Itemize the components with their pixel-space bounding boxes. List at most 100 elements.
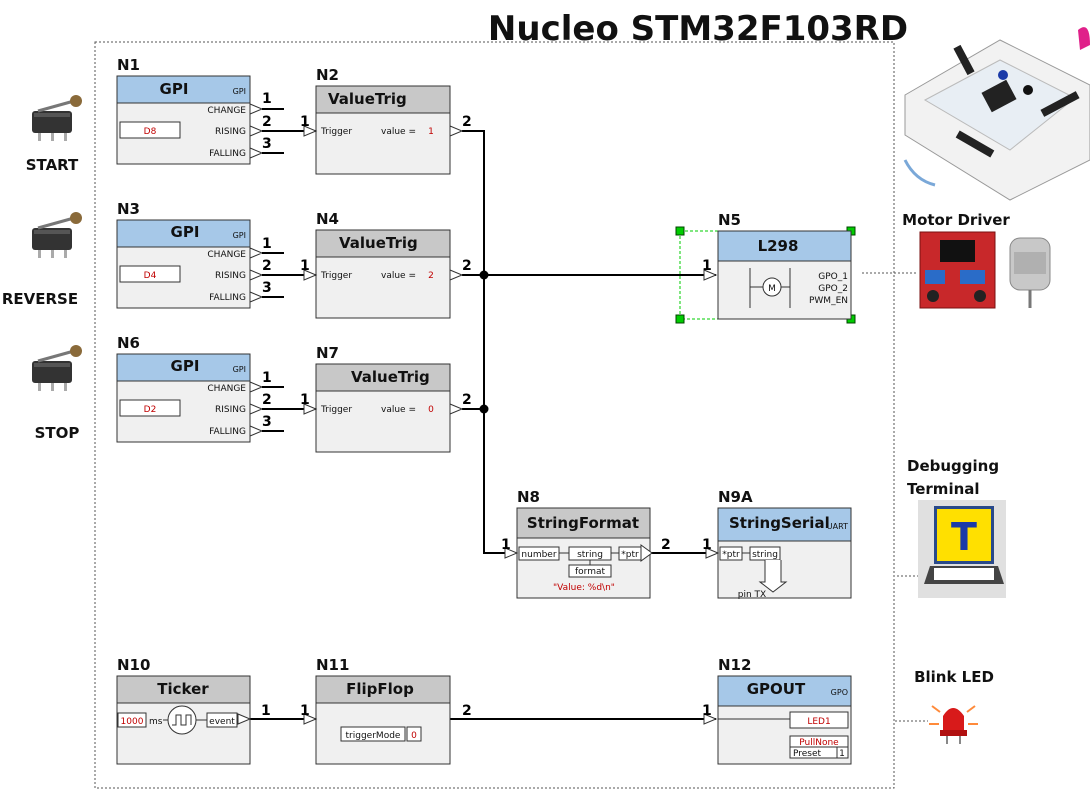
node-header <box>116 675 251 704</box>
node-n8[interactable]: N8 StringFormat 1 number string *ptr for… <box>501 488 671 599</box>
micro-switch-icon <box>32 212 82 258</box>
pin-field[interactable] <box>119 121 181 139</box>
preset-field[interactable] <box>836 746 849 759</box>
period-field[interactable] <box>117 712 147 728</box>
format-label: format <box>575 567 605 577</box>
port-number: 2 <box>661 537 671 553</box>
node-id-label: N6 <box>117 334 140 352</box>
port-number: 2 <box>462 258 472 274</box>
node-title: GPI <box>160 80 189 98</box>
node-n4[interactable]: N4 ValueTrig 1 Trigger value = 2 2 <box>300 210 472 319</box>
blink-led-label: Blink LED <box>914 668 994 686</box>
output-label: event <box>209 717 235 727</box>
wire-trig-bus <box>462 130 516 554</box>
input-port-arrow[interactable] <box>504 547 519 559</box>
node-n2[interactable]: N2 ValueTrig 1 Trigger value = 1 2 <box>300 66 472 175</box>
value-field[interactable]: 2 <box>428 271 434 281</box>
period-value: 1000 <box>121 717 144 727</box>
node-id-label: N8 <box>517 488 540 506</box>
output-port-arrow[interactable] <box>449 125 464 137</box>
node-id-label: N10 <box>117 656 150 674</box>
output-port-arrows[interactable] <box>249 247 264 303</box>
value-field[interactable]: 0 <box>428 405 434 415</box>
node-title: GPOUT <box>747 680 806 698</box>
output-pin-label: PWM_EN <box>809 296 848 306</box>
node-n12[interactable]: N12 GPOUT GPO 1 LED1 PullNone Preset 1 <box>702 656 852 765</box>
node-header <box>717 507 852 542</box>
port-number: 1 <box>262 236 272 252</box>
resize-handle[interactable] <box>675 226 685 236</box>
start-switch: START <box>26 95 82 174</box>
debug-terminal-label-line2: Terminal <box>907 480 980 498</box>
resize-handle[interactable] <box>675 314 685 324</box>
output-label: FALLING <box>209 149 246 159</box>
output-pin-label: pin TX <box>738 590 766 600</box>
input-port-arrow[interactable] <box>703 269 718 281</box>
output-port-arrow[interactable] <box>449 269 464 281</box>
node-n3[interactable]: N3 GPI GPI D4 CHANGE RISING FALLING 1 2 … <box>116 200 284 309</box>
format-string-field[interactable]: "Value: %d\n" <box>553 583 615 593</box>
port-number: 2 <box>262 258 272 274</box>
node-id-label: N11 <box>316 656 349 674</box>
motor-driver-image <box>919 231 996 309</box>
port-number: 2 <box>262 392 272 408</box>
input-port-arrow[interactable] <box>705 547 720 559</box>
input-port-arrow[interactable] <box>303 125 318 137</box>
pull-value: PullNone <box>799 738 839 748</box>
node-id-label: N3 <box>117 200 140 218</box>
node-n5[interactable]: N5 L298 1 M GPO_1 GPO_2 PWM_EN <box>675 211 856 324</box>
output-port-arrows[interactable] <box>249 103 264 159</box>
node-corner-tag: GPI <box>233 365 246 374</box>
port-number: 3 <box>262 280 272 296</box>
node-id-label: N7 <box>316 344 339 362</box>
node-header <box>315 675 451 704</box>
output-port-arrow[interactable] <box>640 544 653 562</box>
node-title: GPI <box>171 223 200 241</box>
node-corner-tag: GPO <box>831 688 848 697</box>
port-number: 1 <box>300 258 310 274</box>
input-port-arrow[interactable] <box>303 403 318 415</box>
output-port-arrows[interactable] <box>249 381 264 437</box>
string-label: string <box>577 550 603 560</box>
output-label: CHANGE <box>207 384 246 394</box>
node-n10[interactable]: N10 Ticker 1000 ms event 1 <box>116 656 271 765</box>
output-port-arrow[interactable] <box>449 403 464 415</box>
input-port-arrow[interactable] <box>703 713 718 725</box>
node-header <box>116 75 251 104</box>
node-n1[interactable]: N1 GPI GPI D8 CHANGE RISING FALLING 1 2 … <box>116 56 284 165</box>
pin-value: D2 <box>144 405 157 415</box>
port-number: 1 <box>501 537 511 553</box>
trigger-mode-field[interactable] <box>406 726 422 742</box>
port-number: 1 <box>702 258 712 274</box>
port-number: 1 <box>262 370 272 386</box>
value-label: value = <box>381 127 416 137</box>
clock-pulse-icon <box>167 705 197 735</box>
output-port-arrow[interactable] <box>237 713 252 725</box>
motor-symbol-letter: M <box>768 284 776 294</box>
port-number: 3 <box>262 414 272 430</box>
pin-field[interactable] <box>119 265 181 283</box>
port-number: 2 <box>462 703 472 719</box>
output-pin-label: GPO_2 <box>818 284 848 294</box>
pin-field[interactable] <box>119 399 181 417</box>
input-label: Trigger <box>320 405 352 415</box>
tx-arrow-icon <box>758 560 788 593</box>
node-n11[interactable]: N11 FlipFlop 1 triggerMode 0 2 <box>300 656 472 765</box>
node-id-label: N12 <box>718 656 751 674</box>
port-number: 1 <box>702 703 712 719</box>
input-port-arrow[interactable] <box>303 269 318 281</box>
node-header <box>717 230 852 262</box>
node-header <box>315 363 451 392</box>
node-id-label: N1 <box>117 56 140 74</box>
value-field[interactable]: 1 <box>428 127 434 137</box>
pulse-wave-icon <box>172 714 192 726</box>
node-title: Ticker <box>157 680 209 698</box>
stop-switch: STOP <box>32 345 82 442</box>
input-label: number <box>521 550 556 560</box>
node-n6[interactable]: N6 GPI GPI D2 CHANGE RISING FALLING 1 2 … <box>116 334 284 443</box>
node-n7[interactable]: N7 ValueTrig 1 Trigger value = 0 2 <box>300 344 472 453</box>
input-port-arrow[interactable] <box>303 713 318 725</box>
node-header <box>116 219 251 248</box>
node-n9a[interactable]: N9A StringSerial UART 1 *ptr string pin … <box>702 488 852 600</box>
pin-field[interactable] <box>789 711 849 729</box>
